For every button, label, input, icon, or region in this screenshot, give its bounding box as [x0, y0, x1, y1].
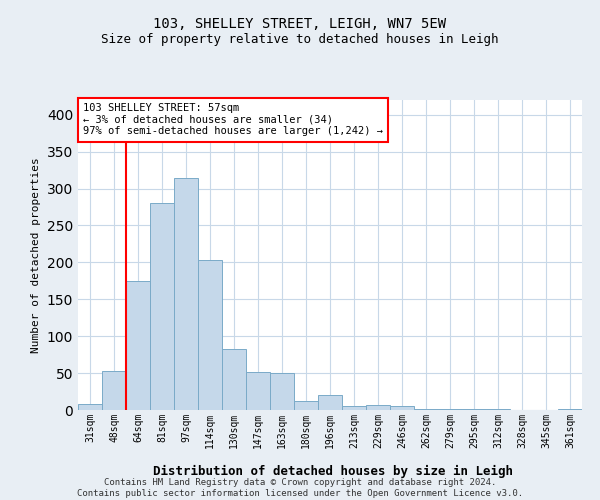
Bar	[438, 408, 462, 410]
Text: Contains HM Land Registry data © Crown copyright and database right 2024.
Contai: Contains HM Land Registry data © Crown c…	[77, 478, 523, 498]
Text: 103 SHELLEY STREET: 57sqm
← 3% of detached houses are smaller (34)
97% of semi-d: 103 SHELLEY STREET: 57sqm ← 3% of detach…	[83, 103, 383, 136]
Bar	[126, 281, 150, 410]
Bar	[102, 371, 126, 410]
Bar	[414, 408, 438, 410]
Bar	[294, 401, 318, 410]
Bar	[174, 178, 198, 410]
Bar	[390, 406, 414, 410]
Bar	[78, 404, 102, 410]
Bar	[246, 372, 270, 410]
Text: 103, SHELLEY STREET, LEIGH, WN7 5EW: 103, SHELLEY STREET, LEIGH, WN7 5EW	[154, 18, 446, 32]
Y-axis label: Number of detached properties: Number of detached properties	[31, 157, 41, 353]
Bar	[366, 405, 390, 410]
Bar	[318, 394, 342, 410]
Bar	[222, 348, 246, 410]
Text: Distribution of detached houses by size in Leigh: Distribution of detached houses by size …	[153, 464, 513, 477]
Bar	[342, 406, 366, 410]
Text: Size of property relative to detached houses in Leigh: Size of property relative to detached ho…	[101, 32, 499, 46]
Bar	[198, 260, 222, 410]
Bar	[150, 204, 174, 410]
Bar	[270, 373, 294, 410]
